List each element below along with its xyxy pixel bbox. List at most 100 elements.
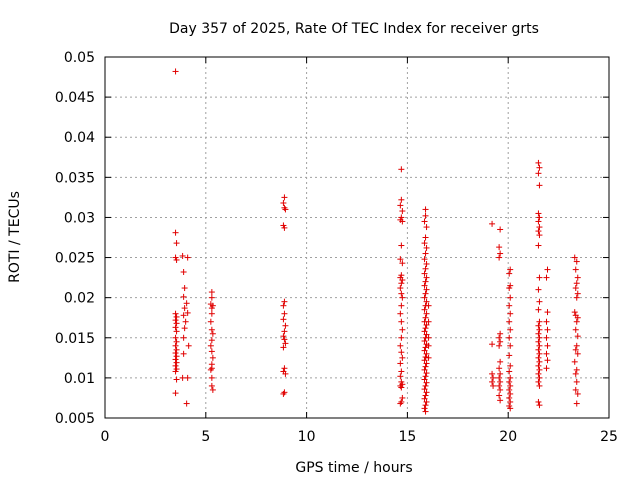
data-point (172, 390, 179, 397)
data-point (422, 265, 429, 272)
data-point (398, 318, 405, 325)
data-point (543, 334, 550, 341)
data-point (422, 212, 429, 219)
data-point (397, 202, 404, 209)
data-point (535, 218, 542, 225)
data-point (172, 229, 179, 236)
data-point (535, 286, 542, 293)
data-point (423, 389, 430, 396)
data-point (421, 270, 428, 277)
data-point (181, 285, 188, 292)
data-point (536, 342, 543, 349)
data-point (572, 326, 579, 333)
data-point (536, 350, 543, 357)
data-point (397, 310, 404, 317)
data-point (544, 266, 551, 273)
data-point (544, 326, 551, 333)
data-point (399, 277, 406, 284)
data-point (535, 242, 542, 249)
data-point (421, 306, 428, 313)
data-point (398, 384, 405, 391)
data-point (572, 346, 579, 353)
data-point (181, 305, 188, 312)
data-point (506, 394, 513, 401)
data-point (184, 309, 191, 316)
x-tick-label: 5 (201, 429, 210, 445)
data-point (573, 318, 580, 325)
data-point (507, 294, 514, 301)
data-point (421, 347, 428, 354)
data-point (421, 366, 428, 373)
data-point (281, 224, 288, 231)
data-point (423, 260, 430, 267)
data-point (497, 370, 504, 377)
data-point (535, 362, 542, 369)
data-point (497, 358, 504, 365)
data-point (489, 341, 496, 348)
data-point (423, 310, 430, 317)
data-point (506, 368, 513, 375)
data-point (573, 378, 580, 385)
data-point (573, 342, 580, 349)
data-point (423, 379, 430, 386)
data-point (507, 362, 514, 369)
data-point (282, 206, 289, 213)
data-point (185, 342, 192, 349)
data-point (180, 350, 187, 357)
data-point (423, 350, 430, 357)
data-point (399, 354, 406, 361)
data-point (497, 338, 504, 345)
data-point (496, 244, 503, 251)
data-point (422, 290, 429, 297)
data-point (399, 294, 406, 301)
data-point (397, 400, 404, 407)
data-point (423, 244, 430, 251)
data-point (173, 346, 180, 353)
data-point (172, 310, 179, 317)
data-point (421, 328, 428, 335)
data-point (172, 317, 179, 324)
data-point (507, 310, 514, 317)
data-point (574, 314, 581, 321)
data-point (506, 285, 513, 292)
data-point (535, 159, 542, 166)
data-point (543, 318, 550, 325)
data-point (421, 218, 428, 225)
data-point (208, 310, 215, 317)
data-point (422, 402, 429, 409)
data-point (421, 357, 428, 364)
data-point (207, 342, 214, 349)
y-tick-label: 0.02 (64, 291, 95, 307)
y-axis-label: ROTI / TECUs (7, 191, 23, 283)
y-tick-label: 0.015 (55, 331, 95, 347)
data-point (573, 280, 580, 287)
data-point (497, 378, 504, 385)
data-point (506, 378, 513, 385)
data-point (574, 350, 581, 357)
data-point (423, 331, 430, 338)
data-point (489, 378, 496, 385)
data-point (536, 374, 543, 381)
data-point (183, 400, 190, 407)
data-point (506, 270, 513, 277)
data-point (422, 234, 429, 241)
y-tick-label: 0.045 (55, 90, 95, 106)
data-point (180, 293, 187, 300)
data-point (399, 326, 406, 333)
data-point (173, 240, 180, 247)
x-tick-label: 20 (499, 429, 517, 445)
data-point (535, 338, 542, 345)
data-point (207, 318, 214, 325)
data-point (535, 210, 542, 217)
data-point (184, 374, 191, 381)
data-point (172, 350, 179, 357)
data-point (173, 256, 180, 263)
data-point (507, 398, 514, 405)
data-point (506, 352, 513, 359)
data-point (282, 322, 289, 329)
data-point (172, 342, 179, 349)
data-point (489, 370, 496, 377)
data-point (535, 346, 542, 353)
data-point (399, 208, 406, 215)
